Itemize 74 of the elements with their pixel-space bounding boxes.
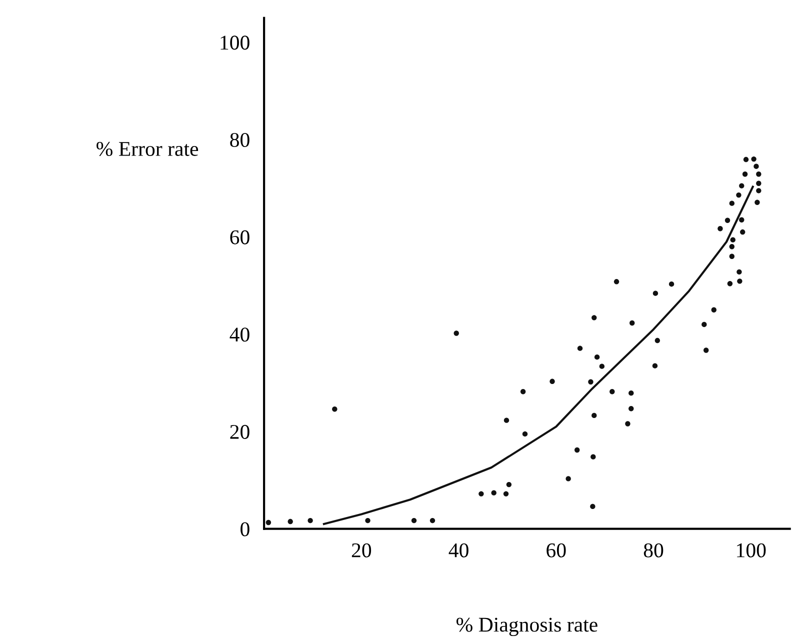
point (574, 447, 580, 453)
x-tick-label: 80 (644, 543, 664, 558)
point (590, 454, 596, 460)
point (736, 269, 742, 275)
point (751, 156, 756, 162)
y-tick-label: 0 (240, 522, 250, 536)
point (652, 363, 658, 368)
point (454, 330, 459, 336)
y-tick-label: 40 (230, 328, 250, 342)
point (754, 200, 760, 205)
point (506, 482, 512, 488)
point (566, 476, 571, 482)
point (625, 421, 630, 426)
point (308, 518, 313, 524)
point (756, 180, 762, 186)
point (736, 192, 742, 198)
point (592, 315, 597, 320)
point (756, 172, 762, 177)
point (739, 183, 744, 188)
point (718, 226, 723, 232)
point (577, 346, 583, 351)
point (503, 491, 509, 496)
point (614, 279, 620, 284)
point (599, 364, 605, 369)
point (628, 390, 634, 396)
point (740, 229, 746, 235)
point (478, 491, 484, 496)
point (724, 218, 730, 223)
x-tick-label: 100 (737, 543, 766, 558)
point (332, 406, 338, 412)
point (729, 254, 734, 259)
point (737, 278, 742, 284)
point (754, 164, 759, 169)
x-tick-label: 20 (352, 543, 372, 558)
point (703, 348, 709, 353)
y-tick-label: 60 (230, 230, 250, 244)
point (727, 281, 733, 286)
point (711, 307, 716, 312)
point (610, 389, 615, 394)
point (668, 281, 674, 287)
point (594, 354, 600, 360)
point (756, 188, 762, 194)
point (522, 431, 528, 437)
point (739, 217, 744, 222)
point (430, 518, 436, 524)
point (729, 244, 734, 250)
point (550, 378, 555, 384)
point (266, 520, 272, 526)
point (730, 237, 736, 242)
point (288, 518, 293, 524)
point (411, 518, 417, 524)
point (702, 322, 707, 328)
y-tick-label: 100 (220, 36, 250, 50)
point (491, 490, 496, 496)
point (590, 504, 596, 510)
x-axis-title: % Diagnosis rate (456, 618, 598, 636)
x-tick-label: 60 (546, 543, 566, 558)
point (628, 406, 634, 412)
point (520, 389, 526, 394)
point (630, 320, 635, 326)
point (365, 518, 370, 524)
point (504, 418, 510, 423)
y-axis-title: % Error rate (96, 142, 198, 156)
point (652, 290, 658, 296)
point (729, 200, 734, 206)
line-series (322, 186, 754, 526)
point (592, 412, 597, 418)
point (743, 156, 749, 162)
x-tick-label: 40 (448, 543, 468, 558)
y-tick-label: 80 (230, 132, 250, 148)
point (588, 379, 594, 384)
point (654, 338, 660, 344)
point (742, 172, 748, 177)
y-tick-label: 20 (230, 424, 250, 439)
